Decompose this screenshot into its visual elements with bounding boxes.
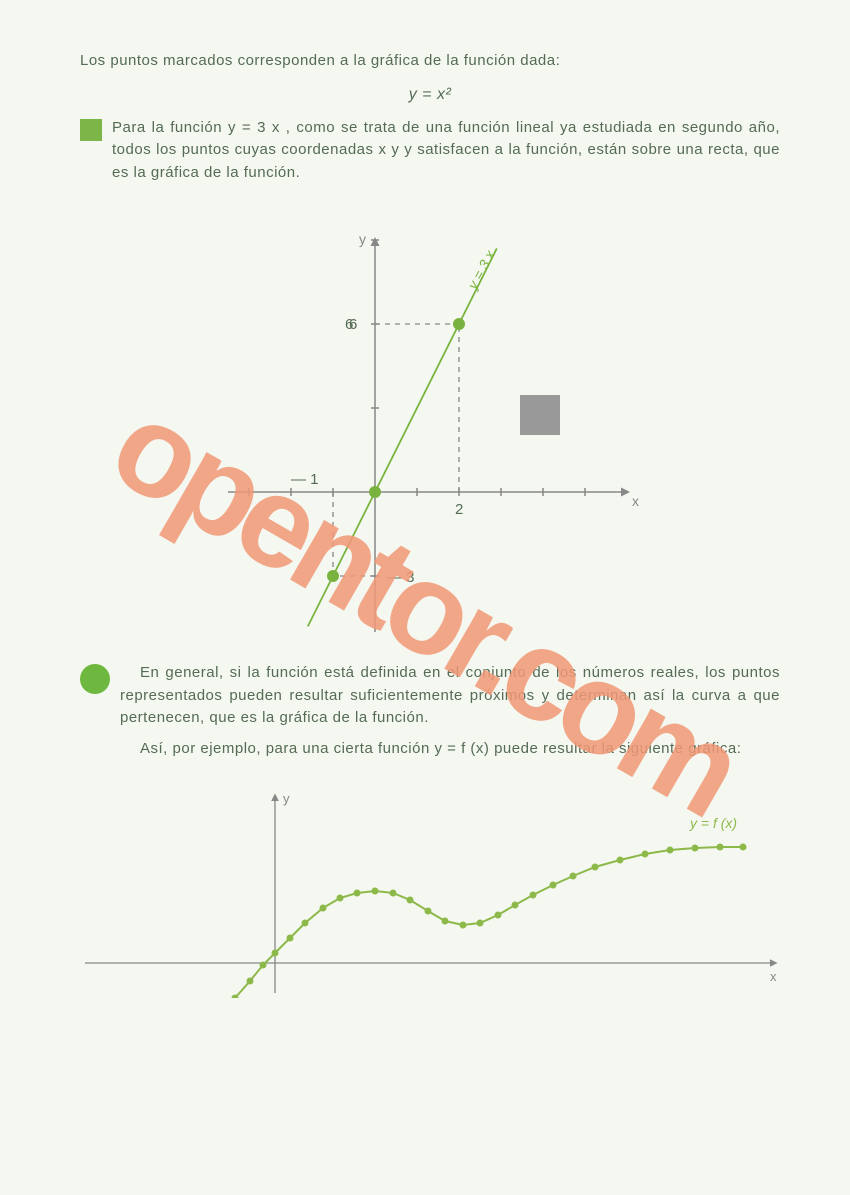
paragraph-1: Para la función y = 3 x , como se trata … bbox=[112, 117, 780, 185]
circle-bullet-icon bbox=[80, 664, 110, 694]
equation-1: y = x² bbox=[80, 83, 780, 107]
svg-text:y = 3 x: y = 3 x bbox=[464, 247, 499, 293]
gray-square-decoration bbox=[520, 395, 560, 435]
svg-text:— 3: — 3 bbox=[387, 569, 415, 586]
svg-text:y: y bbox=[283, 791, 290, 806]
paragraph-3: Así, por ejemplo, para una cierta funció… bbox=[120, 738, 780, 761]
svg-text:2: 2 bbox=[455, 501, 463, 518]
svg-text:y: y bbox=[359, 231, 366, 247]
chart-curve-fx: x y y = f (x) bbox=[80, 788, 780, 998]
intro-text: Los puntos marcados corresponden a la gr… bbox=[80, 50, 780, 73]
page: Los puntos marcados corresponden a la gr… bbox=[0, 0, 850, 1058]
svg-text:y = f (x): y = f (x) bbox=[689, 815, 737, 831]
svg-text:— 1: — 1 bbox=[291, 471, 319, 488]
square-bullet-icon bbox=[80, 119, 102, 141]
svg-text:x: x bbox=[632, 493, 639, 509]
svg-text:6: 6 bbox=[349, 316, 357, 333]
paragraph-2-block: En general, si la función está definida … bbox=[80, 662, 780, 768]
paragraph-1-block: Para la función y = 3 x , como se trata … bbox=[80, 117, 780, 193]
svg-text:x: x bbox=[770, 969, 777, 984]
paragraph-2: En general, si la función está definida … bbox=[120, 662, 780, 730]
chart-linear-y3x: xyy = 3 x662— 1— 3 bbox=[210, 212, 650, 632]
